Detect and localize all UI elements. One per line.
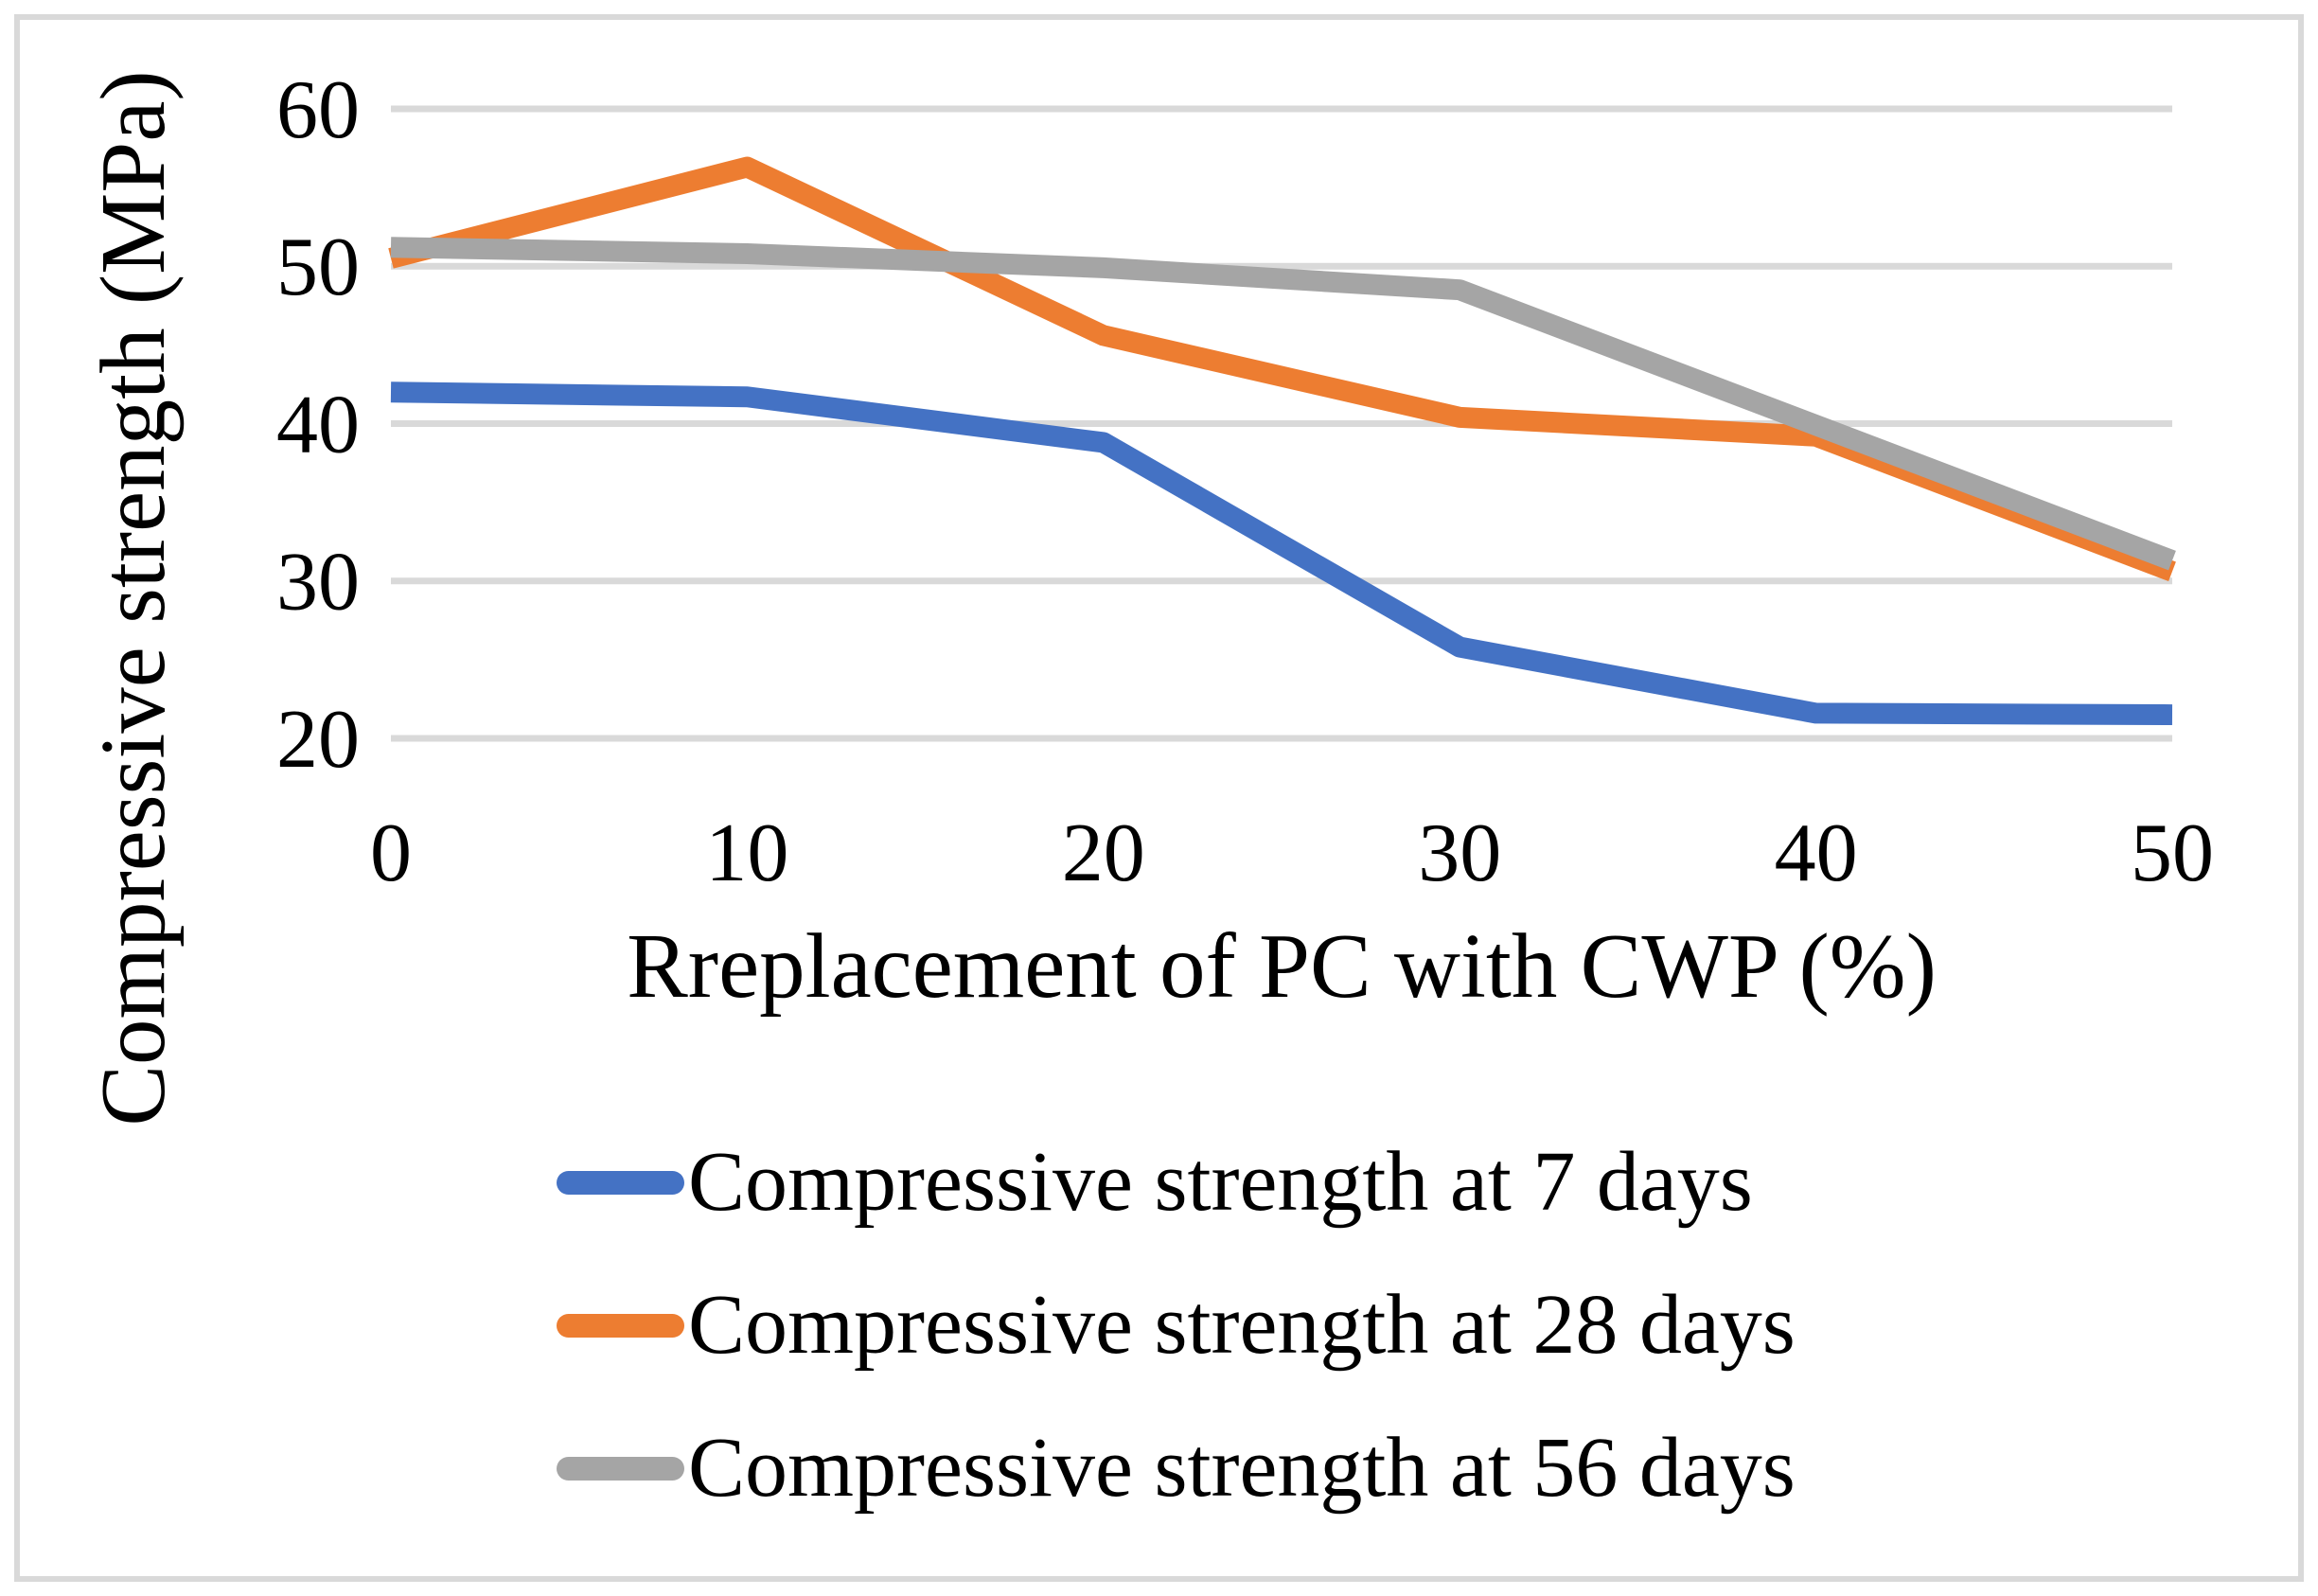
x-axis-tick-label: 30 [1418,807,1501,899]
series-line-3 [390,237,2176,571]
y-axis-tick-label: 50 [276,222,360,313]
legend-swatch-7-days-icon [557,1170,684,1195]
legend-label-56-days: Compressive strength at 56 days [688,1421,1796,1515]
legend-item-56-days: Compressive strength at 56 days [557,1421,1796,1516]
y-axis-tick-label: 60 [276,64,360,156]
series-line-2 [388,156,2176,582]
legend-item-28-days: Compressive strength at 28 days [557,1278,1796,1373]
x-axis-tick-label: 0 [370,807,412,899]
figure-border [14,14,2304,1582]
x-axis-title: Rreplacement of PC with CWP (%) [627,915,1937,1017]
y-axis-tick-label: 40 [276,379,360,470]
series-line-1 [390,381,2173,726]
legend-swatch-56-days-icon [557,1456,684,1481]
legend-item-7-days: Compressive strength at 7 days [557,1135,1753,1230]
y-axis-tick-label: 20 [276,694,360,786]
y-axis-title: Compressive strength (MPa) [82,70,184,1126]
y-axis-tick-label: 30 [276,537,360,629]
x-axis-tick-label: 50 [2131,807,2214,899]
legend-label-28-days: Compressive strength at 28 days [688,1278,1796,1372]
legend-swatch-28-days-icon [557,1313,684,1338]
legend-label-7-days: Compressive strength at 7 days [688,1135,1753,1229]
gridlines-layer [391,105,2172,742]
x-axis-tick-label: 10 [705,807,788,899]
series-layer [388,156,2176,726]
x-axis-tick-label: 20 [1062,807,1145,899]
x-axis-tick-label: 40 [1775,807,1858,899]
